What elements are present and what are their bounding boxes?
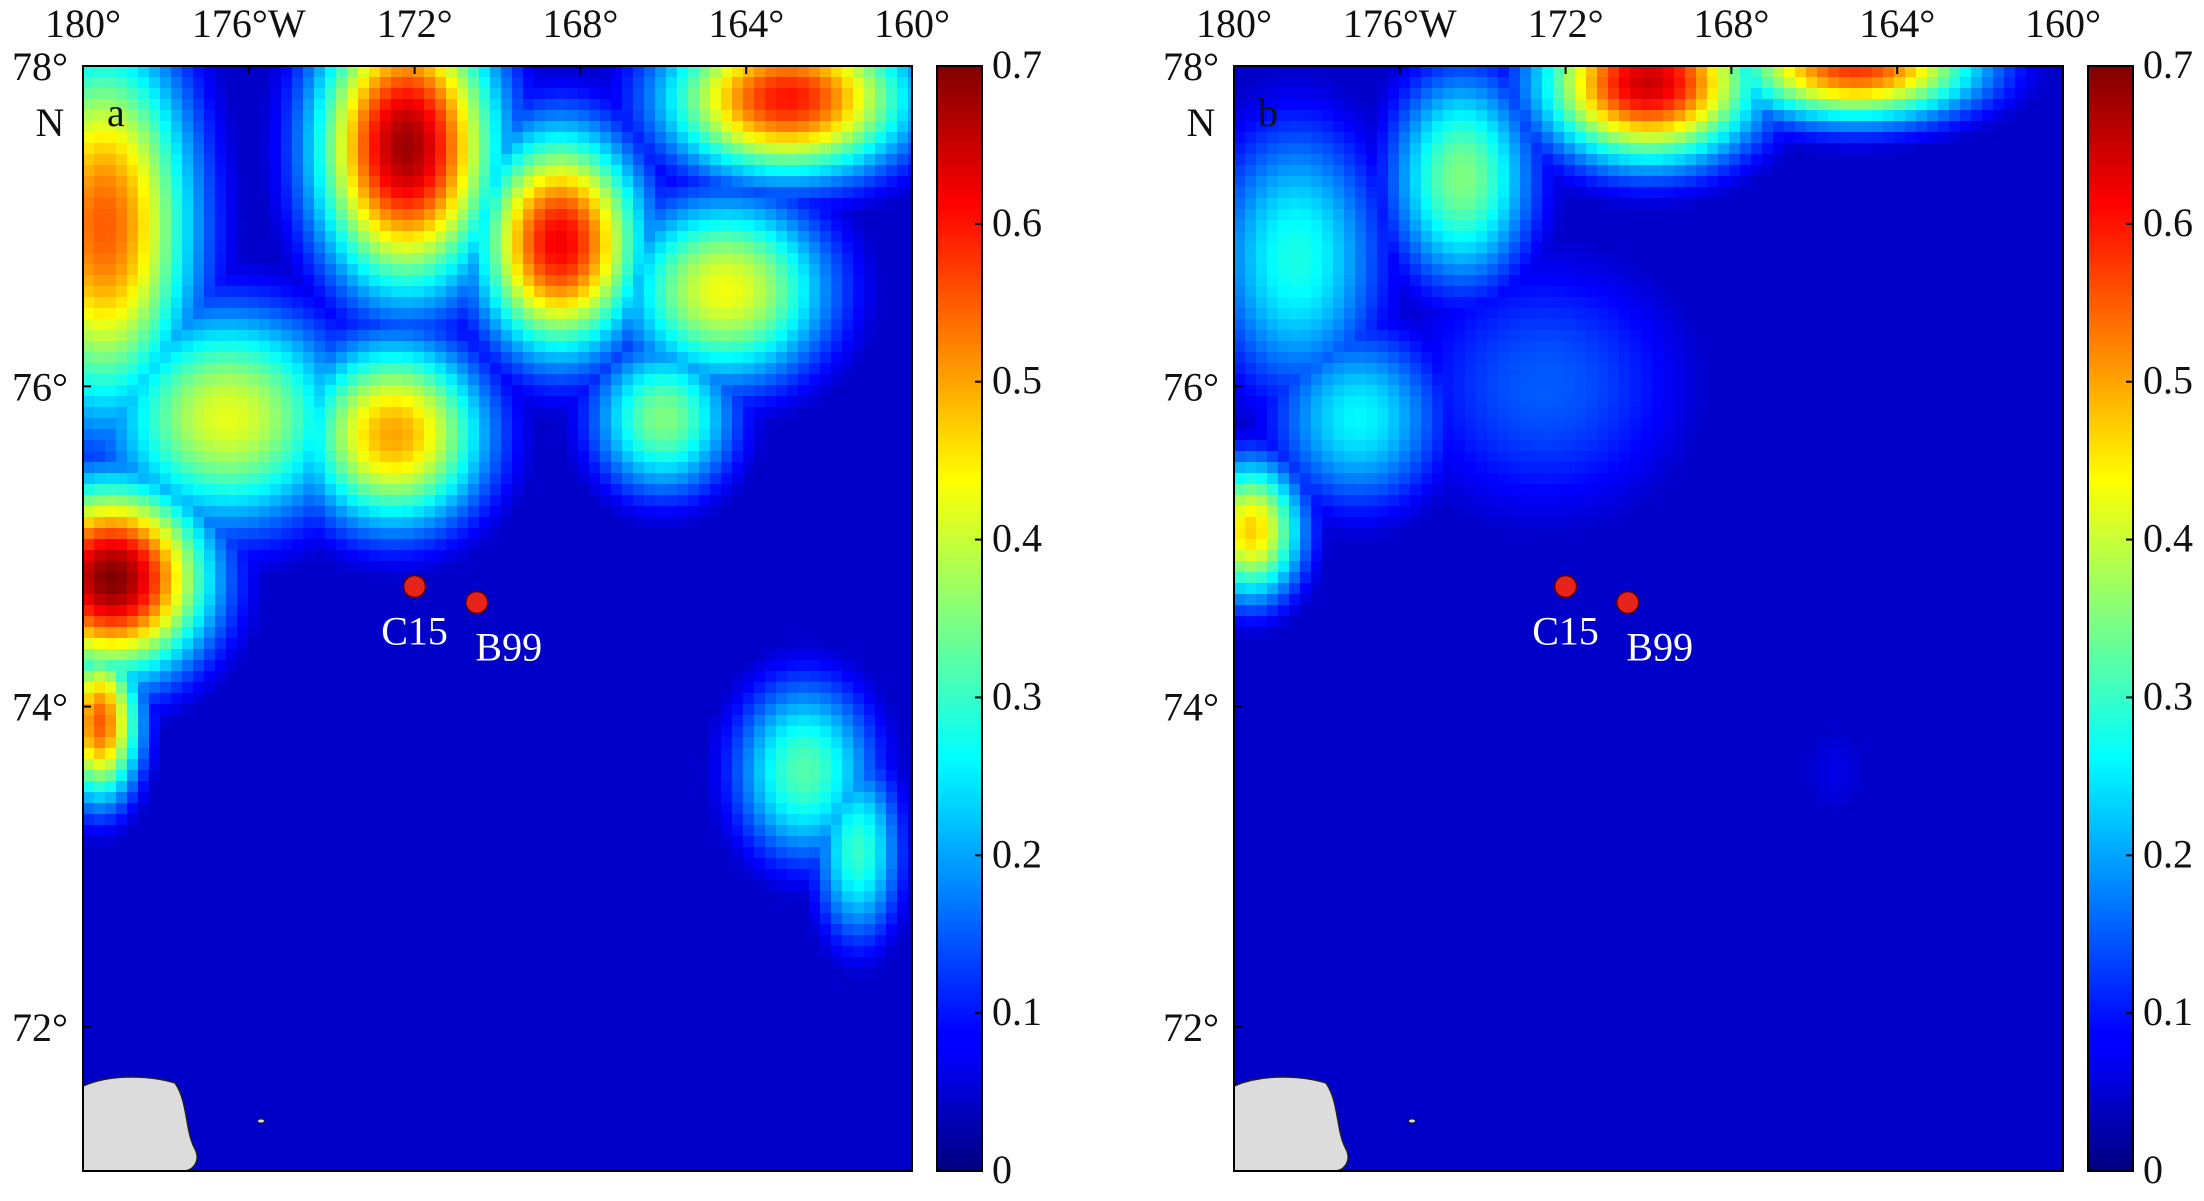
lon-tick-label: 176°W [192, 1, 306, 46]
station-label-c15: C15 [381, 608, 448, 653]
map-panel-a: 180° 176°W 172° 168° 164° 160° 78° 76° 74° 72° N a C… [12, 1, 1042, 1192]
station-marker-c15 [402, 574, 427, 599]
colorbar: 0.7 0.6 0.5 0.4 0.3 0.2 0.1 0 [936, 42, 1042, 1192]
lon-tick-label: 172° [1528, 1, 1604, 46]
lon-tick-label: 160° [2025, 1, 2101, 46]
station-label-c15: C15 [1532, 608, 1599, 653]
land-mass [1234, 1076, 1349, 1171]
colorbar-tick-label: 0.7 [2143, 42, 2193, 87]
colorbar-gradient [937, 66, 982, 1171]
colorbar: 0.7 0.6 0.5 0.4 0.3 0.2 0.1 0 [2087, 42, 2193, 1192]
colorbar-frame [936, 65, 983, 1172]
colorbar-tick-label: 0.1 [2143, 989, 2193, 1034]
colorbar-tick-label: 0.2 [992, 831, 1042, 876]
lat-tick-label: 72° [12, 1005, 68, 1050]
lon-tick-label: 180° [45, 1, 121, 46]
station-label-b99: B99 [475, 624, 542, 669]
lat-tick-label: 76° [1163, 364, 1219, 409]
station-marker-b99 [465, 590, 489, 615]
lon-tick-label: 172° [377, 1, 453, 46]
colorbar-tick-label: 0.7 [992, 42, 1042, 87]
panel-letter: a [107, 90, 125, 135]
panels: 180° 176°W 172° 168° 164° 160° 78° 76° 74° 72° N a C… [12, 1, 2193, 1192]
islet [257, 1118, 265, 1124]
station-marker-b99 [1616, 590, 1640, 615]
map-frame [1233, 65, 2064, 1172]
lat-hemisphere-label: N [1187, 100, 1216, 145]
colorbar-tick-label: 0.1 [992, 989, 1042, 1034]
colorbar-tick-label: 0.6 [992, 200, 1042, 245]
lat-tick-label: 78° [12, 44, 68, 89]
station-marker-c15 [1553, 574, 1578, 599]
lon-tick-label: 168° [542, 1, 618, 46]
station-label-b99: B99 [1626, 624, 1693, 669]
colorbar-tick-label: 0.3 [992, 673, 1042, 718]
lon-tick-label: 164° [1859, 1, 1935, 46]
concentration-field [83, 66, 912, 1171]
colorbar-tick-label: 0.3 [2143, 673, 2193, 718]
concentration-field [1234, 66, 2063, 1171]
lat-tick-label: 74° [1163, 685, 1219, 730]
lat-hemisphere-label: N [36, 100, 65, 145]
colorbar-tick-label: 0 [2143, 1147, 2163, 1192]
lat-tick-label: 76° [12, 364, 68, 409]
panel-letter: b [1258, 90, 1278, 135]
colorbar-tick-label: 0.4 [992, 516, 1042, 561]
colorbar-frame [2087, 65, 2134, 1172]
lon-tick-label: 176°W [1343, 1, 1457, 46]
lat-tick-label: 72° [1163, 1005, 1219, 1050]
colorbar-tick-label: 0.6 [2143, 200, 2193, 245]
colorbar-tick-label: 0 [992, 1147, 1012, 1192]
lon-tick-label: 168° [1693, 1, 1769, 46]
colorbar-gradient [2088, 66, 2133, 1171]
map-frame [82, 65, 913, 1172]
lon-tick-label: 164° [708, 1, 784, 46]
map-panel-b: 180° 176°W 172° 168° 164° 160° 78° 76° 74° 72° N b C… [1163, 1, 2193, 1192]
lat-tick-label: 74° [12, 685, 68, 730]
colorbar-tick-label: 0.2 [2143, 831, 2193, 876]
colorbar-tick-label: 0.5 [992, 358, 1042, 403]
colorbar-tick-label: 0.4 [2143, 516, 2193, 561]
lon-tick-label: 160° [874, 1, 950, 46]
islet [1408, 1118, 1416, 1124]
lon-tick-label: 180° [1196, 1, 1272, 46]
lat-tick-label: 78° [1163, 44, 1219, 89]
land-mass [83, 1076, 198, 1171]
colorbar-tick-label: 0.5 [2143, 358, 2193, 403]
